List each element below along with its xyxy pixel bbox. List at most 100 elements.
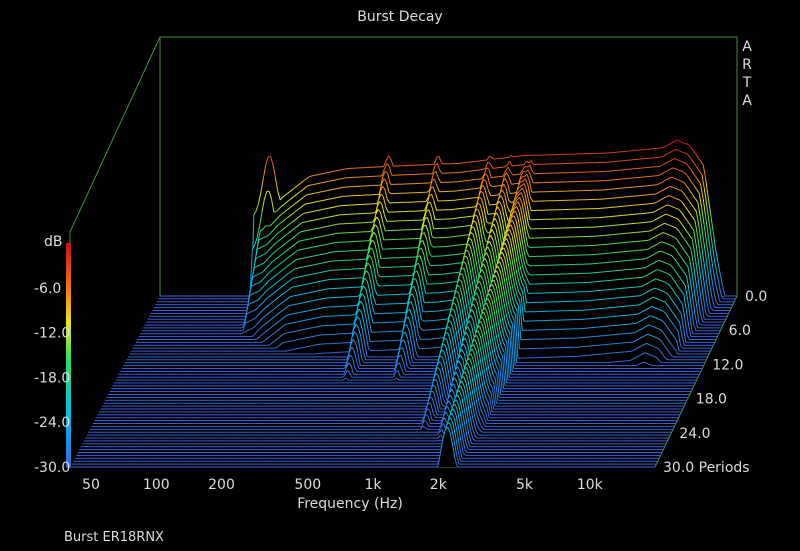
slice-segment — [248, 328, 252, 331]
slice-segment — [664, 187, 668, 190]
slice-segment — [431, 194, 435, 202]
slice-segment — [649, 229, 653, 232]
slice-segment — [325, 243, 329, 245]
slice-segment — [316, 290, 319, 292]
slice-segment — [652, 236, 656, 239]
slice-segment — [295, 193, 299, 196]
slice-segment — [688, 222, 692, 227]
slice-segment — [288, 287, 292, 290]
slice-segment — [428, 181, 432, 184]
slice-segment — [665, 213, 669, 216]
slice-segment — [427, 188, 432, 198]
slice-segment — [655, 217, 659, 220]
slice-segment — [285, 241, 289, 244]
slice-segment — [310, 264, 314, 266]
slice-segment — [660, 172, 664, 175]
slice-segment — [305, 212, 309, 214]
slice-segment — [250, 327, 254, 330]
slice-segment — [287, 349, 291, 352]
slice-segment — [375, 260, 379, 275]
slice-segment — [288, 304, 291, 307]
slice-segment — [265, 273, 269, 277]
slice-segment — [247, 320, 251, 323]
slice-segment — [281, 252, 285, 255]
slice-segment — [519, 187, 523, 191]
slice-segment — [329, 207, 333, 209]
slice-segment — [688, 144, 692, 149]
slice-segment — [482, 213, 486, 228]
slice-segment — [662, 205, 665, 208]
slice-segment — [671, 255, 675, 260]
slice-segment — [665, 232, 668, 235]
slice-segment — [322, 306, 326, 309]
slice-segment — [310, 193, 314, 195]
slice-segment — [473, 220, 477, 223]
slice-segment — [708, 222, 713, 240]
slice-segment — [305, 194, 309, 196]
slice-segment — [301, 337, 305, 340]
slice-segment — [296, 200, 300, 204]
slice-segment — [668, 224, 672, 227]
slice-segment — [695, 154, 699, 159]
slice-segment — [432, 165, 436, 174]
slice-segment — [425, 266, 430, 275]
slice-segment — [655, 234, 659, 237]
slice-segment — [719, 273, 724, 286]
slice-segment — [683, 142, 687, 145]
slice-segment — [689, 178, 693, 183]
slice-segment — [476, 237, 480, 252]
slice-segment — [257, 272, 261, 276]
slice-segment — [680, 180, 684, 183]
slice-segment — [257, 297, 261, 301]
slice-segment — [333, 179, 337, 181]
slice-segment — [519, 176, 523, 181]
slice-segment — [681, 190, 685, 195]
slice-segment — [316, 245, 319, 247]
slice-segment — [699, 216, 704, 234]
slice-segment — [526, 229, 530, 239]
slice-segment — [675, 197, 679, 200]
slice-segment — [695, 243, 699, 262]
slice-segment — [337, 169, 341, 171]
slice-segment — [263, 191, 268, 200]
slice-segment — [482, 168, 486, 170]
slice-segment — [427, 259, 431, 266]
slice-segment — [273, 298, 278, 302]
slice-segment — [495, 228, 499, 241]
slice-segment — [276, 232, 280, 235]
slice-segment — [326, 180, 330, 183]
slice-segment — [287, 322, 291, 325]
slice-segment — [319, 280, 323, 282]
slice-segment — [382, 222, 386, 231]
slice-segment — [264, 244, 268, 247]
slice-segment — [319, 227, 322, 229]
slice-segment — [476, 216, 481, 226]
slice-segment — [715, 301, 719, 306]
slice-segment — [374, 224, 378, 228]
slice-segment — [320, 289, 324, 291]
slice-segment — [710, 213, 714, 231]
slice-segment — [441, 162, 444, 165]
slice-segment — [269, 302, 273, 305]
slice-segment — [677, 218, 681, 223]
slice-segment — [424, 203, 429, 214]
slice-segment — [381, 204, 385, 216]
slice-segment — [262, 225, 266, 230]
slice-segment — [679, 189, 683, 192]
slice-segment — [320, 191, 324, 193]
slice-segment — [276, 215, 280, 219]
slice-segment — [657, 250, 661, 253]
slice-segment — [423, 254, 427, 268]
slice-segment — [685, 219, 690, 224]
slice-segment — [258, 255, 261, 258]
slice-segment — [312, 228, 315, 230]
slice-segment — [378, 193, 382, 200]
slice-segment — [294, 209, 298, 213]
slice-segment — [278, 294, 282, 298]
slice-segment — [690, 226, 695, 231]
slice-segment — [660, 214, 664, 218]
slice-segment — [653, 244, 657, 247]
slice-segment — [682, 171, 685, 174]
slice-segment — [373, 231, 377, 236]
slice-segment — [481, 184, 485, 188]
